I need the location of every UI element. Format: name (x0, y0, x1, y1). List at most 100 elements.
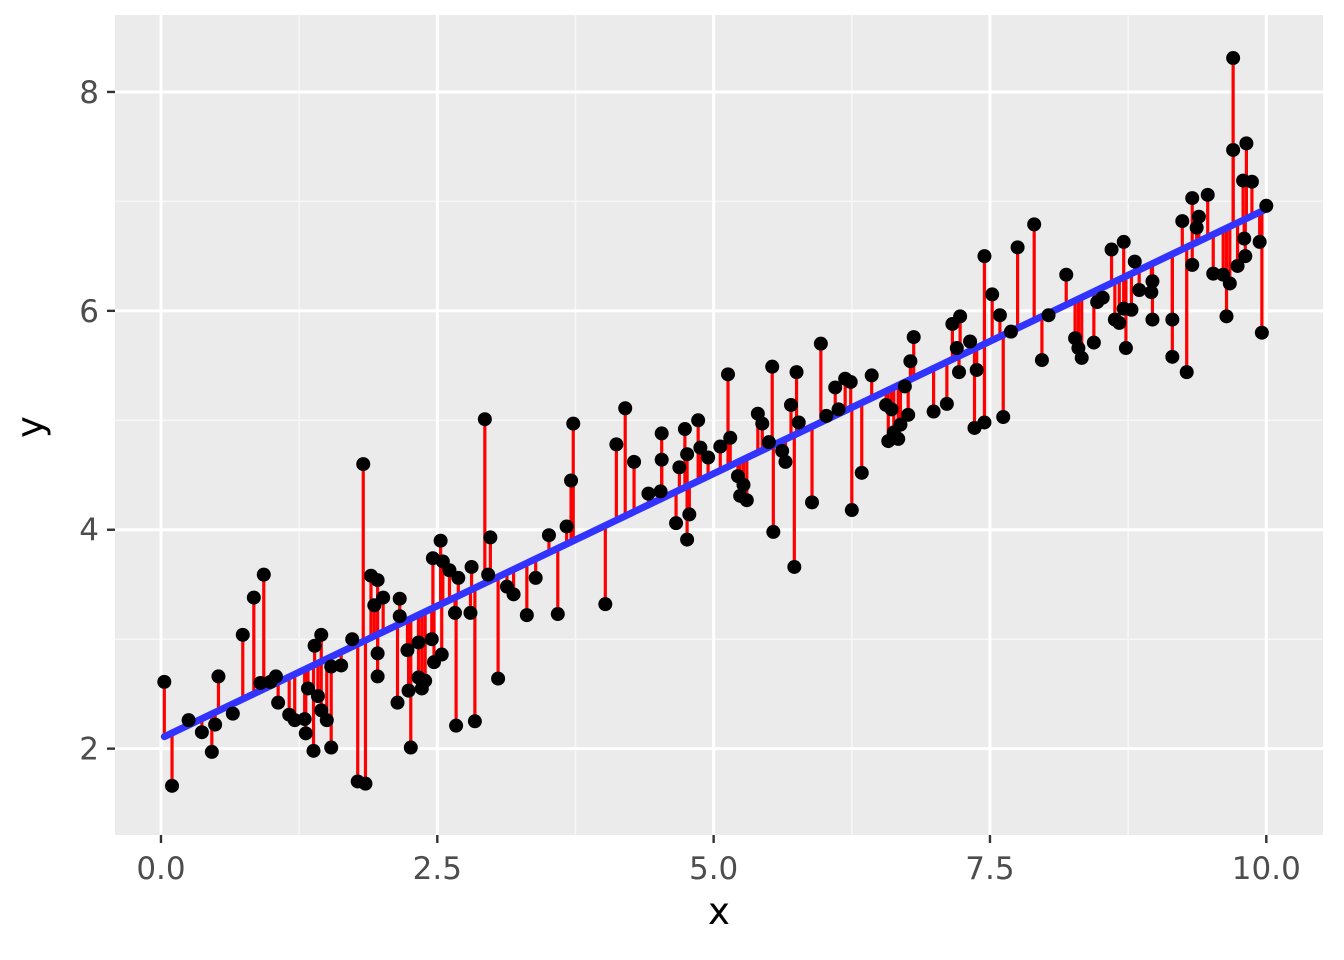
data-point (506, 587, 521, 602)
data-point (844, 503, 859, 518)
data-point (775, 443, 790, 458)
data-point (392, 609, 407, 624)
regression-line (160, 205, 1271, 741)
data-point (953, 309, 968, 324)
data-point (627, 454, 642, 469)
data-point (819, 408, 834, 423)
y-tick-label: 2 (79, 732, 99, 768)
data-point (787, 559, 802, 574)
data-point (906, 330, 921, 345)
data-point (463, 605, 478, 620)
data-point (1104, 242, 1119, 257)
data-point (165, 778, 180, 793)
data-point (271, 695, 286, 710)
data-point (977, 249, 992, 264)
data-point (1116, 234, 1131, 249)
data-point (208, 717, 223, 732)
data-point (891, 431, 906, 446)
data-point (677, 422, 692, 437)
data-point (211, 669, 226, 684)
data-point (791, 415, 806, 430)
data-point (653, 484, 668, 499)
data-point (566, 416, 581, 431)
data-point (854, 465, 869, 480)
data-point (884, 402, 899, 417)
data-point (977, 415, 992, 430)
data-point (1124, 302, 1139, 317)
data-point (310, 689, 325, 704)
data-point (609, 437, 624, 452)
data-point (1145, 312, 1160, 327)
data-point (693, 440, 708, 455)
data-point (246, 590, 261, 605)
data-point (181, 713, 196, 728)
data-point (1226, 51, 1241, 66)
data-point (1041, 308, 1056, 323)
data-point (411, 635, 426, 650)
data-point (618, 401, 633, 416)
data-point (1259, 198, 1274, 213)
data-point (778, 454, 793, 469)
data-point (194, 725, 209, 740)
data-point (813, 336, 828, 351)
x-tick-label: 2.5 (413, 851, 462, 887)
data-point (1191, 209, 1206, 224)
data-point (356, 457, 371, 472)
data-point (926, 404, 941, 419)
data-point (370, 646, 385, 661)
y-axis-title: y (8, 416, 52, 438)
data-point (483, 530, 498, 545)
data-point (1230, 258, 1245, 273)
data-point (992, 308, 1007, 323)
data-point (1254, 325, 1269, 340)
data-point (903, 354, 918, 369)
data-point (1144, 285, 1159, 300)
data-point (370, 573, 385, 588)
data-point (298, 726, 313, 741)
data-point (467, 714, 482, 729)
data-point (390, 695, 405, 710)
data-point (680, 532, 695, 547)
data-point (805, 495, 820, 510)
data-point (766, 524, 781, 539)
data-point (1175, 214, 1190, 229)
data-point (564, 473, 579, 488)
data-point (654, 452, 669, 467)
data-point (464, 559, 479, 574)
data-point (736, 477, 751, 492)
data-point (1027, 217, 1042, 232)
data-point (828, 380, 843, 395)
data-point (306, 743, 321, 758)
data-point (477, 412, 492, 427)
data-point (969, 362, 984, 377)
data-point (314, 627, 329, 642)
y-tick-label: 8 (79, 75, 99, 111)
data-point (1127, 254, 1142, 269)
data-point (1244, 174, 1259, 189)
data-point (491, 671, 506, 686)
data-point (403, 740, 418, 755)
data-point (300, 681, 315, 696)
data-point (1165, 349, 1180, 364)
data-point (641, 486, 656, 501)
data-point (761, 435, 776, 450)
data-point (319, 713, 334, 728)
data-point (598, 597, 613, 612)
data-point (434, 647, 449, 662)
data-point (307, 638, 322, 653)
data-point (765, 359, 780, 374)
data-point (985, 287, 1000, 302)
data-point (1237, 231, 1252, 246)
data-point (424, 632, 439, 647)
data-point (963, 334, 978, 349)
data-point (831, 402, 846, 417)
data-point (400, 643, 415, 658)
data-point (897, 379, 912, 394)
data-point (701, 450, 716, 465)
data-point (996, 410, 1011, 425)
data-point (680, 447, 695, 462)
data-point (1074, 350, 1089, 365)
x-tick-label: 0.0 (136, 851, 185, 887)
y-tick-label: 4 (79, 513, 99, 549)
data-point (721, 367, 736, 382)
